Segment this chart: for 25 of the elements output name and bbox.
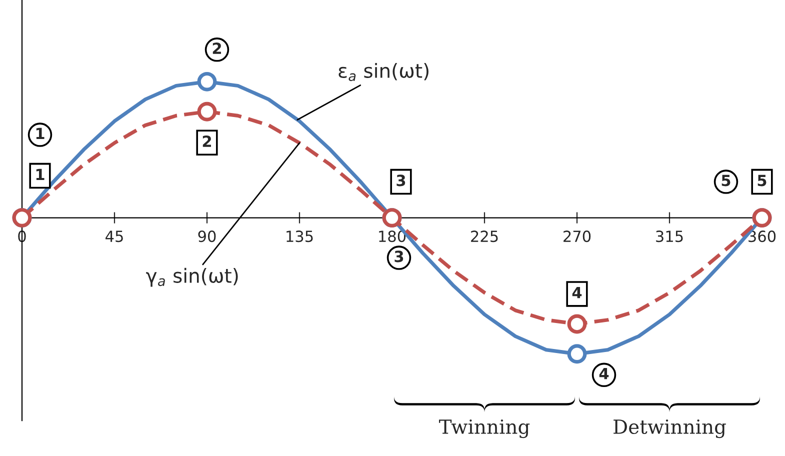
annotation: 1 — [36, 168, 44, 180]
annotation: 2 — [202, 135, 211, 147]
point — [567, 344, 587, 364]
x-tick-label: 270 — [564, 230, 591, 242]
point — [197, 72, 217, 92]
x-tick-label: 225 — [471, 230, 498, 242]
x-tick-label: 315 — [656, 230, 683, 242]
annotation: 4 — [599, 368, 609, 380]
x-tick-label: 135 — [286, 230, 313, 242]
annotation: 2 — [212, 42, 221, 54]
x-tick-label: 45 — [106, 230, 123, 242]
point — [197, 102, 217, 122]
annotation: 3 — [394, 250, 404, 262]
annotation: 1 — [36, 128, 44, 140]
annotation: 4 — [572, 287, 582, 298]
annotation: 5 — [758, 174, 766, 186]
annotation: ε$_{a}$ sin(ωt) — [338, 62, 428, 82]
annotation: 5 — [722, 174, 730, 186]
annotation: γ$_{a}$ sin(ωt) — [146, 268, 238, 287]
x-tick-label: 360 — [748, 230, 776, 242]
text: Detwinning — [614, 419, 726, 438]
x-tick-label: 90 — [198, 230, 216, 242]
text: Twinning — [439, 419, 530, 438]
annotation: 3 — [396, 174, 406, 186]
point — [567, 314, 587, 334]
